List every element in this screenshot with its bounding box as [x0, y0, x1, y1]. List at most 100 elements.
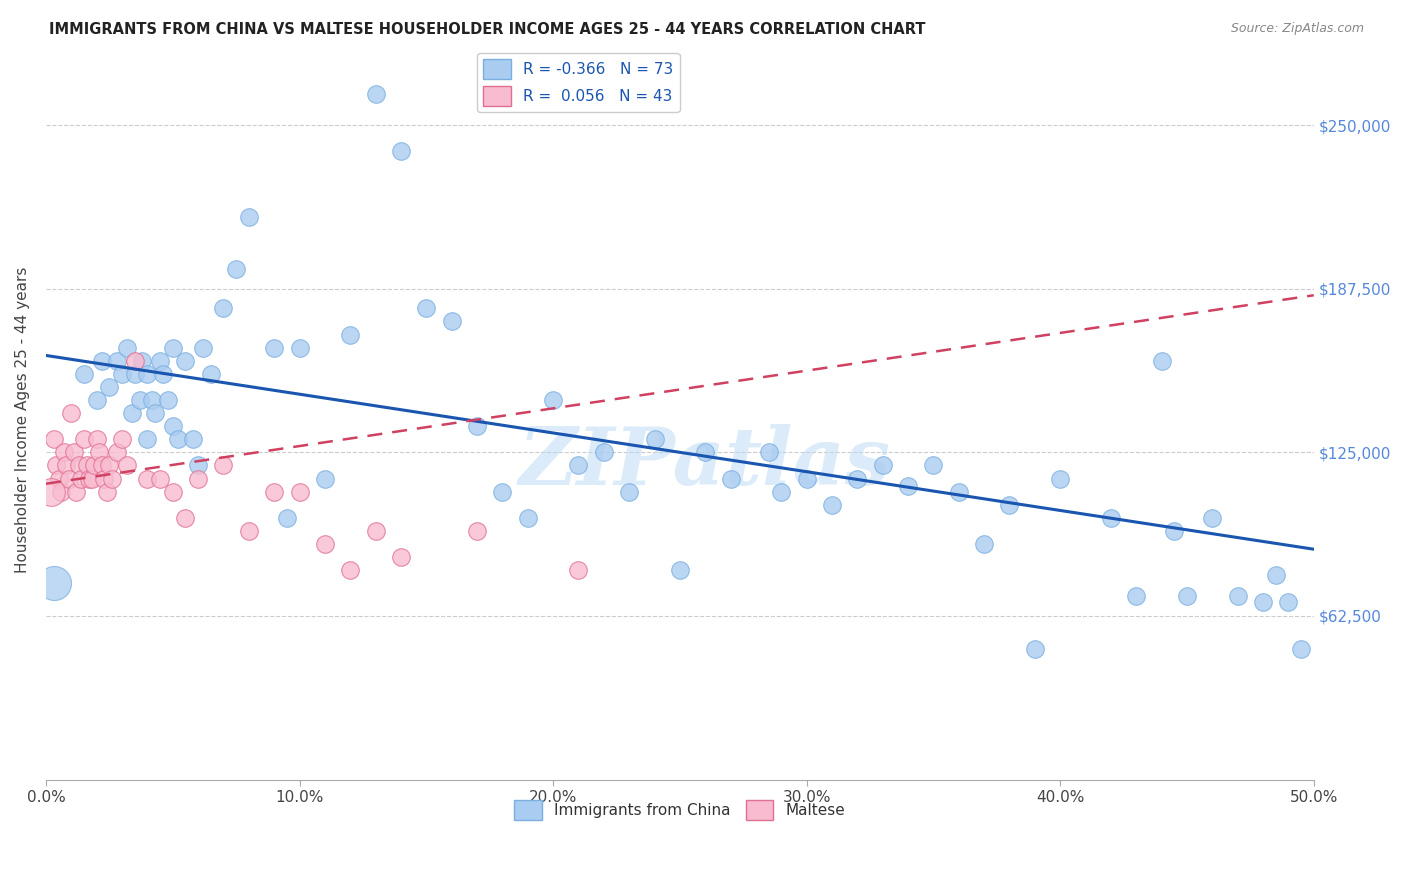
Point — [90, 458, 112, 473]
Point — [212, 301, 235, 316]
Point — [617, 484, 640, 499]
Point — [174, 353, 197, 368]
Point — [83, 458, 105, 473]
Point — [181, 432, 204, 446]
Point — [695, 445, 717, 459]
Point — [314, 537, 336, 551]
Point — [115, 458, 138, 473]
Point — [42, 576, 65, 591]
Point — [149, 471, 172, 485]
Point — [200, 367, 222, 381]
Point — [1277, 594, 1299, 608]
Point — [121, 406, 143, 420]
Point — [796, 471, 818, 485]
Point — [415, 301, 437, 316]
Point — [592, 445, 614, 459]
Point — [162, 484, 184, 499]
Point — [174, 510, 197, 524]
Point — [58, 471, 80, 485]
Point — [212, 458, 235, 473]
Point — [491, 484, 513, 499]
Point — [440, 314, 463, 328]
Point — [288, 484, 311, 499]
Point — [339, 563, 361, 577]
Point — [89, 445, 111, 459]
Point — [152, 367, 174, 381]
Point — [1251, 594, 1274, 608]
Point — [101, 471, 124, 485]
Point — [465, 419, 488, 434]
Point — [872, 458, 894, 473]
Point — [42, 432, 65, 446]
Point — [276, 510, 298, 524]
Point — [339, 327, 361, 342]
Point — [1024, 641, 1046, 656]
Point — [115, 341, 138, 355]
Point — [143, 406, 166, 420]
Point — [465, 524, 488, 538]
Text: IMMIGRANTS FROM CHINA VS MALTESE HOUSEHOLDER INCOME AGES 25 - 44 YEARS CORRELATI: IMMIGRANTS FROM CHINA VS MALTESE HOUSEHO… — [49, 22, 925, 37]
Y-axis label: Householder Income Ages 25 - 44 years: Householder Income Ages 25 - 44 years — [15, 267, 30, 573]
Text: Source: ZipAtlas.com: Source: ZipAtlas.com — [1230, 22, 1364, 36]
Point — [141, 392, 163, 407]
Point — [263, 341, 285, 355]
Point — [187, 471, 209, 485]
Point — [136, 432, 159, 446]
Point — [1264, 568, 1286, 582]
Point — [111, 367, 134, 381]
Legend: Immigrants from China, Maltese: Immigrants from China, Maltese — [509, 794, 852, 826]
Point — [1226, 590, 1249, 604]
Point — [73, 432, 96, 446]
Point — [105, 445, 128, 459]
Point — [60, 406, 83, 420]
Point — [90, 353, 112, 368]
Point — [98, 380, 121, 394]
Point — [162, 341, 184, 355]
Point — [128, 392, 150, 407]
Point — [948, 484, 970, 499]
Point — [644, 432, 666, 446]
Point — [1163, 524, 1185, 538]
Text: ZIPatlas: ZIPatlas — [519, 424, 891, 501]
Point — [77, 471, 100, 485]
Point — [720, 471, 742, 485]
Point — [156, 392, 179, 407]
Point — [51, 484, 73, 499]
Point — [73, 367, 96, 381]
Point — [669, 563, 692, 577]
Point — [238, 524, 260, 538]
Point — [136, 367, 159, 381]
Point — [187, 458, 209, 473]
Point — [86, 392, 108, 407]
Point — [1289, 641, 1312, 656]
Point — [124, 367, 146, 381]
Point — [162, 419, 184, 434]
Point — [96, 484, 118, 499]
Point — [1099, 510, 1122, 524]
Point — [55, 458, 77, 473]
Point — [567, 458, 589, 473]
Point — [1049, 471, 1071, 485]
Point — [541, 392, 564, 407]
Point — [149, 353, 172, 368]
Point — [922, 458, 945, 473]
Point — [314, 471, 336, 485]
Point — [111, 432, 134, 446]
Point — [131, 353, 153, 368]
Point — [52, 445, 75, 459]
Point — [70, 471, 93, 485]
Point — [1175, 590, 1198, 604]
Point — [770, 484, 793, 499]
Point — [389, 145, 412, 159]
Point — [821, 498, 844, 512]
Point — [45, 458, 67, 473]
Point — [98, 458, 121, 473]
Point — [166, 432, 188, 446]
Point — [76, 458, 98, 473]
Point — [1201, 510, 1223, 524]
Point — [225, 262, 247, 277]
Point — [63, 445, 86, 459]
Point — [389, 550, 412, 565]
Point — [846, 471, 869, 485]
Point — [758, 445, 780, 459]
